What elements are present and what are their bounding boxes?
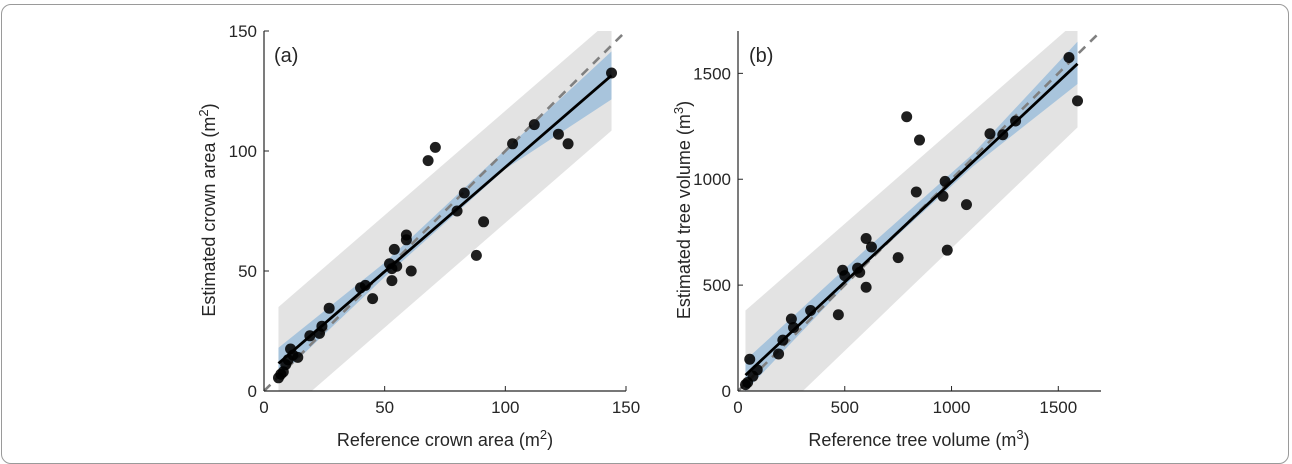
x-tick-label: 1500 [1039,398,1077,417]
fit-line [277,74,613,365]
data-point [960,199,972,211]
panel-label-a: (a) [274,45,298,67]
data-point [606,67,618,79]
data-point [391,260,403,272]
data-point [1010,115,1022,127]
y-tick-label: 150 [229,22,257,41]
data-point [939,175,951,187]
panel-label-b: (b) [749,45,773,67]
data-point [937,190,949,202]
axes: 0 500 1000 1500 0 500 1000 1500 [693,31,1101,417]
data-point [405,265,417,277]
y-tick-label: 1000 [693,170,731,189]
data-point [914,134,925,146]
data-point [528,119,540,131]
data-point [470,249,482,261]
data-point [323,302,335,314]
data-point [984,128,996,140]
data-point [805,305,817,317]
data-point [901,111,913,123]
prediction-band [745,31,1078,391]
data-point [910,186,922,198]
data-point [388,243,400,255]
data-point [292,351,304,363]
data-point [744,353,756,365]
data-point [751,364,763,376]
confidence-band-area [278,51,612,378]
y-tick-label: 500 [703,276,731,295]
data-point [773,348,785,360]
x-tick-label: 150 [612,398,640,417]
data-point [785,313,797,325]
fit-line-path [744,62,1079,377]
data-point [400,229,412,241]
data-point [997,129,1009,141]
data-point [422,155,434,167]
confidence-band [278,51,612,378]
y-tick-label: 0 [248,382,257,401]
fit-line-path [277,74,613,365]
data-point [777,334,789,346]
x-tick-label: 500 [831,398,859,417]
panel-b: 0 500 1000 1500 0 500 1000 1500 (b) Reference t… [671,30,1102,450]
data-point [1063,51,1075,63]
x-tick-label: 0 [733,398,742,417]
x-tick-label: 1000 [933,398,971,417]
data-point [552,128,564,140]
data-points [739,51,1084,391]
data-point [367,293,379,305]
data-point [1072,95,1084,107]
panel-a: 0 50 100 150 0 50 100 150 (a) Reference crown a… [196,22,641,450]
data-point [832,309,844,321]
data-point [562,138,574,150]
identity-line [737,30,1102,392]
data-point [451,205,463,217]
prediction-band-area [745,31,1078,391]
data-point [892,252,904,264]
fit-line [744,62,1079,377]
axes: 0 50 100 150 0 50 100 150 [229,22,641,417]
x-axis-label-a: Reference crown area (m2) [337,427,553,450]
data-points [272,67,618,384]
x-axis-label-b: Reference tree volume (m3) [808,427,1029,450]
identity-line-path [737,30,1102,392]
x-tick-label: 100 [491,398,519,417]
y-axis-label-a: Estimated crown area (m2) [196,103,219,316]
y-axis-label-b: Estimated tree volume (m3) [671,101,694,319]
data-point [478,216,490,228]
data-point [386,275,398,287]
x-tick-label: 50 [375,398,394,417]
y-tick-label: 100 [229,142,257,161]
data-point [788,321,800,333]
y-tick-label: 50 [238,262,257,281]
data-point [839,270,851,282]
data-point [865,241,877,253]
data-point [507,138,519,150]
data-point [304,330,316,342]
y-tick-label: 1500 [693,64,731,83]
confidence-band-area [745,41,1078,391]
data-point [429,141,441,153]
data-point [860,281,872,293]
x-tick-label: 0 [259,398,268,417]
data-point [854,266,866,278]
data-point [316,320,328,332]
data-point [860,233,872,245]
y-tick-label: 0 [722,382,731,401]
confidence-band [745,41,1078,391]
data-point [941,244,953,256]
data-point [359,279,371,291]
data-point [458,187,470,199]
